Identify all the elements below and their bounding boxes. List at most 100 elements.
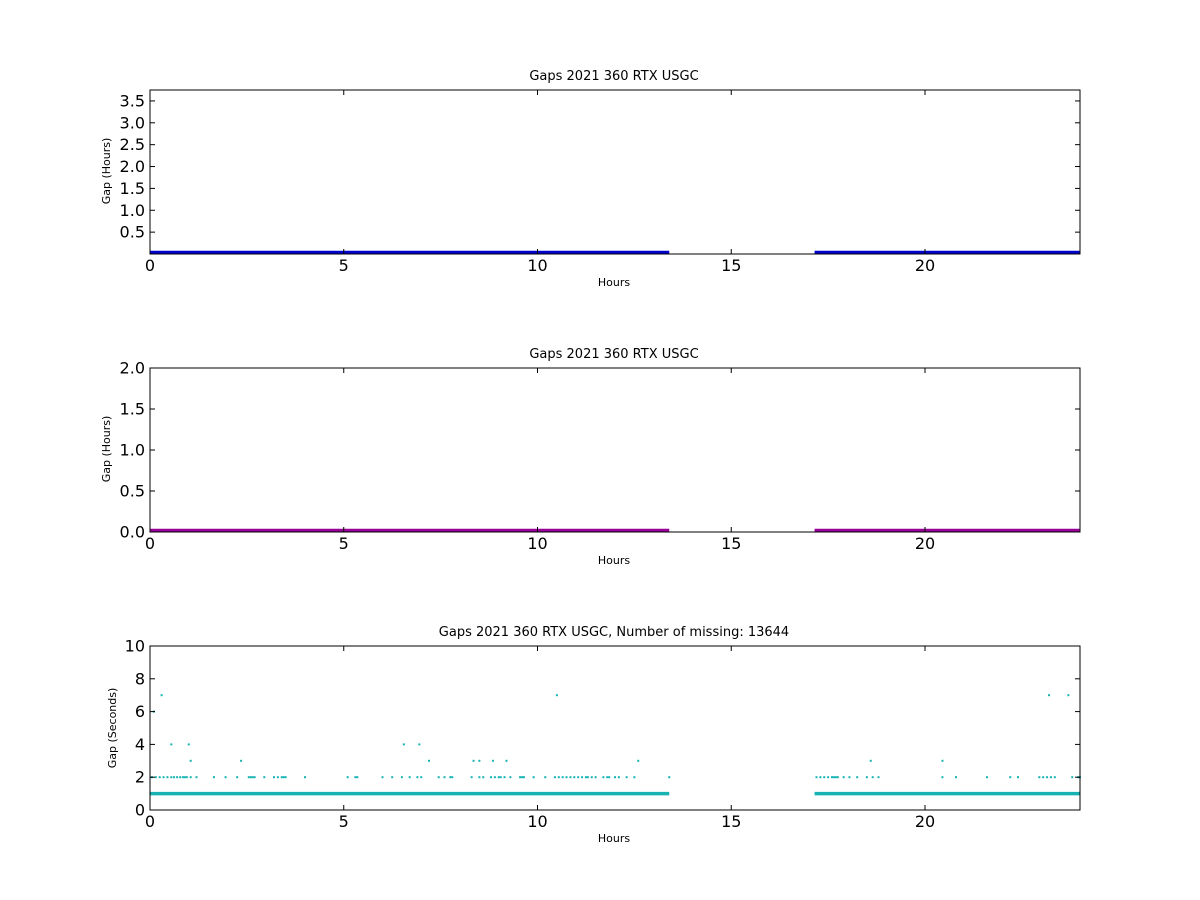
x-tick-label: 10 (527, 256, 547, 275)
x-tick-label: 20 (915, 256, 935, 275)
data-point (584, 776, 587, 779)
data-point (154, 776, 157, 779)
plot-frame (149, 89, 1081, 255)
x-tick-label: 15 (721, 256, 741, 275)
data-point (280, 776, 283, 779)
data-point (869, 759, 872, 762)
data-point (823, 776, 826, 779)
data-point (503, 776, 506, 779)
data-point (179, 776, 182, 779)
x-tick-label: 5 (339, 812, 349, 831)
data-point (346, 776, 349, 779)
data-point (189, 759, 192, 762)
data-point (499, 776, 502, 779)
x-axis-label: Hours (598, 832, 630, 845)
data-point (819, 776, 822, 779)
data-point (181, 776, 184, 779)
data-point (160, 694, 163, 697)
data-point (170, 776, 173, 779)
data-point (831, 776, 833, 779)
data-point (586, 776, 589, 779)
axis-ticks: 0 5 10 15 20 0.0 0.5 1.0 1.5 2.0 (120, 359, 1080, 553)
y-tick-label: 10 (125, 637, 145, 656)
x-tick-label: 5 (339, 534, 349, 553)
data-point (162, 776, 165, 779)
y-axis-label: Gap (Seconds) (106, 688, 119, 769)
chart-title: Gaps 2021 360 RTX USGC (529, 69, 698, 84)
y-axis-label: Gap (Hours) (100, 416, 113, 483)
y-tick-label: 2.5 (120, 135, 145, 154)
data-point (166, 776, 169, 779)
data-point (505, 759, 508, 762)
data-point (381, 776, 384, 779)
data-point (941, 759, 944, 762)
x-tick-label: 15 (721, 812, 741, 831)
data-point (617, 776, 620, 779)
data-point (187, 743, 190, 746)
data-point (490, 776, 492, 779)
data-point (491, 759, 494, 762)
data-point (356, 776, 359, 779)
data-point (1053, 776, 1056, 779)
y-tick-label: 0.0 (120, 523, 145, 542)
data-point (509, 776, 512, 779)
data-point (637, 759, 640, 762)
data-point (282, 776, 285, 779)
data-point (263, 776, 266, 779)
data-point (848, 776, 851, 779)
data-point (955, 776, 957, 779)
x-tick-label: 0 (145, 534, 155, 553)
data-point (185, 776, 188, 779)
data-point (391, 776, 394, 779)
data-point (189, 776, 192, 779)
y-tick-label: 4 (135, 735, 145, 754)
x-tick-label: 15 (721, 534, 741, 553)
data-point (176, 776, 179, 779)
data-point (449, 776, 452, 779)
data-point (276, 776, 279, 779)
data-point (986, 776, 988, 779)
data-point (836, 776, 839, 779)
data-point (668, 776, 671, 779)
data-point (400, 776, 403, 779)
y-tick-label: 0.5 (120, 482, 145, 501)
data-point (212, 776, 215, 779)
data-point (224, 776, 227, 779)
gap-hours-chart-2: Gaps 2021 360 RTX USGC Gap (Hours) Hours… (100, 347, 1081, 567)
data-point (555, 694, 558, 697)
data-point (1049, 776, 1052, 779)
gap-seconds-chart: Gaps 2021 360 RTX USGC, Number of missin… (106, 625, 1081, 845)
plot-frame (149, 367, 1081, 533)
data-point (544, 776, 547, 779)
data-point (195, 776, 198, 779)
chart-title: Gaps 2021 360 RTX USGC, Number of missin… (439, 625, 789, 640)
data-point (236, 776, 239, 779)
data-point (251, 776, 254, 779)
data-point (871, 776, 874, 779)
x-tick-label: 5 (339, 256, 349, 275)
y-tick-label: 2.0 (120, 157, 145, 176)
data-point (565, 776, 568, 779)
data-point (522, 776, 525, 779)
y-tick-label: 3.0 (120, 113, 145, 132)
data-point (478, 759, 481, 762)
x-tick-label: 20 (915, 812, 935, 831)
y-tick-label: 8 (135, 669, 145, 688)
data-point (557, 776, 560, 779)
x-axis-label: Hours (598, 554, 630, 567)
x-tick-label: 10 (527, 812, 547, 831)
data-point (451, 776, 454, 779)
data-point (284, 776, 287, 779)
data-point (581, 776, 584, 779)
data-point (602, 776, 605, 779)
chart-title: Gaps 2021 360 RTX USGC (529, 347, 698, 362)
data-point (240, 759, 243, 762)
y-tick-label: 6 (135, 702, 145, 721)
data-point (183, 776, 186, 779)
data-point (304, 776, 306, 779)
y-tick-label: 2.0 (120, 359, 145, 378)
data-point (354, 776, 357, 779)
y-tick-label: 1.5 (120, 179, 145, 198)
